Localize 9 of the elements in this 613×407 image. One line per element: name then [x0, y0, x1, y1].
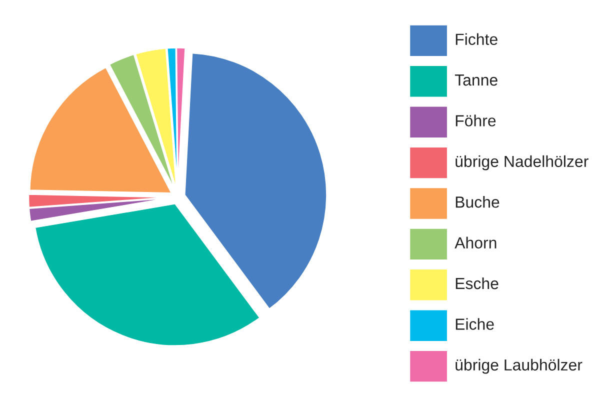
legend-label: Fichte: [456, 33, 498, 45]
legend-label: Eiche: [456, 318, 494, 330]
legend-label: Föhre: [456, 114, 496, 126]
legend-label: Esche: [456, 277, 498, 290]
legend-label: Ahorn: [454, 236, 496, 248]
legend-label: Tanne: [454, 74, 498, 86]
legend-label: übrige Laubhölzer: [456, 358, 582, 374]
legend-label: Buche: [456, 196, 500, 208]
legend-label: übrige Nadelhölzer: [456, 155, 588, 170]
